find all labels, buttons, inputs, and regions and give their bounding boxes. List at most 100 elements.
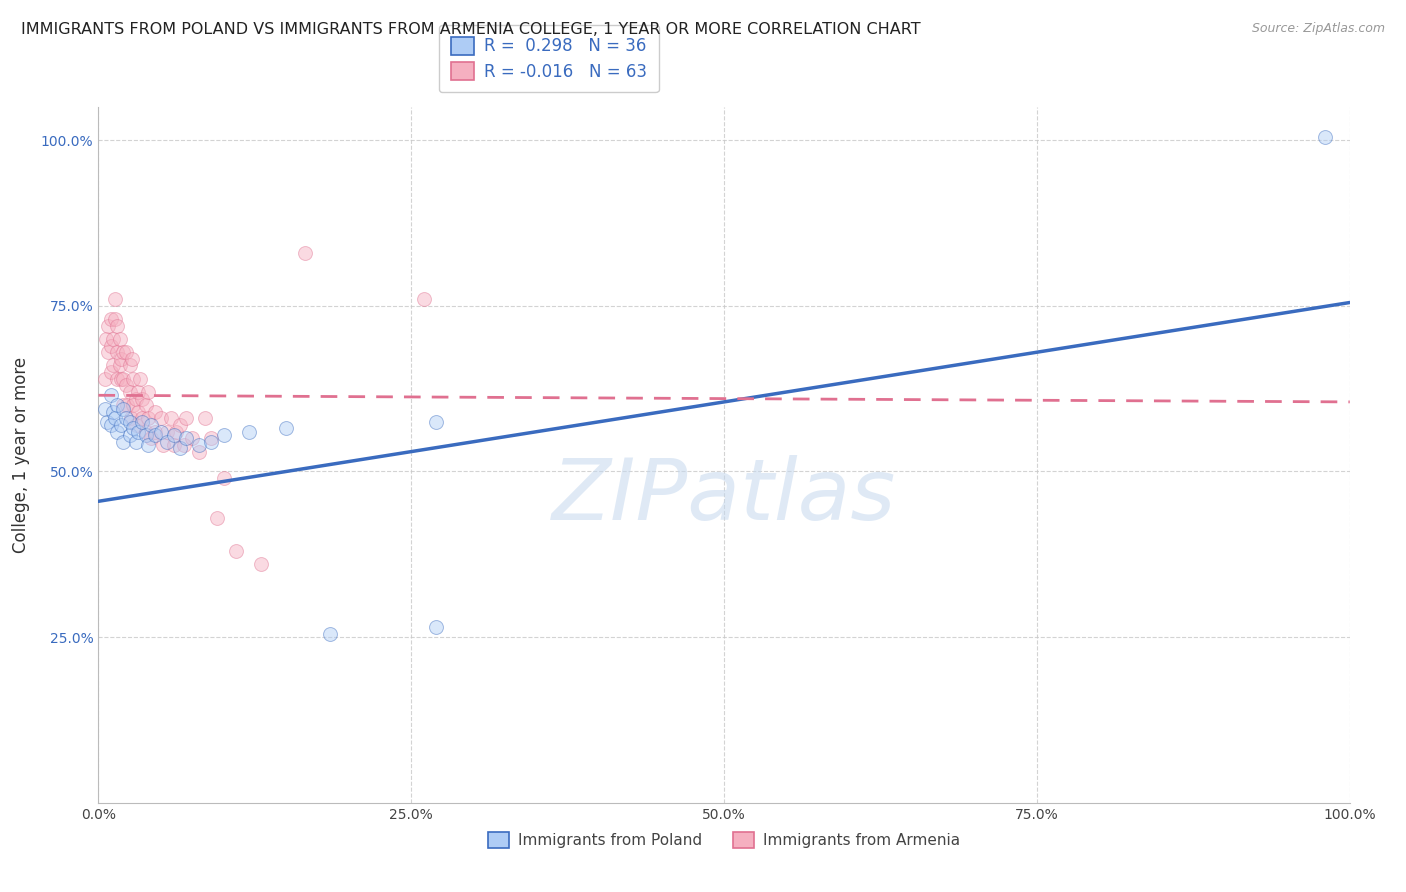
Point (110, 351, 132, 366)
Point (160, 411, 183, 425)
Point (135, 428, 157, 442)
Point (187, 444, 209, 458)
Point (156, 434, 179, 449)
Point (225, 544, 247, 558)
Point (105, 318, 128, 333)
Point (138, 411, 160, 425)
Point (139, 431, 162, 445)
Point (174, 411, 197, 425)
Point (169, 418, 191, 433)
Point (138, 438, 160, 452)
Point (112, 401, 135, 416)
Point (96, 415, 118, 429)
Point (104, 292, 127, 306)
Point (118, 359, 141, 373)
Point (100, 338, 122, 352)
Point (118, 415, 141, 429)
Point (93, 401, 115, 416)
Point (165, 425, 187, 439)
Point (100, 312, 122, 326)
Point (122, 421, 145, 435)
Point (112, 372, 135, 386)
Point (131, 415, 153, 429)
Point (118, 428, 141, 442)
Point (112, 434, 135, 449)
Text: IMMIGRANTS FROM POLAND VS IMMIGRANTS FROM ARMENIA COLLEGE, 1 YEAR OR MORE CORREL: IMMIGRANTS FROM POLAND VS IMMIGRANTS FRO… (21, 22, 921, 37)
Point (110, 372, 132, 386)
Point (181, 431, 204, 445)
Point (94, 332, 117, 346)
Point (135, 398, 157, 412)
Point (122, 372, 145, 386)
Point (104, 312, 127, 326)
Point (162, 428, 184, 442)
Y-axis label: College, 1 year or more: College, 1 year or more (11, 357, 30, 553)
Text: ZIPatlas: ZIPatlas (553, 455, 896, 538)
Point (100, 365, 122, 379)
Text: Source: ZipAtlas.com: Source: ZipAtlas.com (1251, 22, 1385, 36)
Point (115, 345, 138, 359)
Point (319, 627, 342, 641)
Point (274, 421, 298, 435)
Point (112, 345, 135, 359)
Point (212, 471, 235, 485)
Point (105, 372, 128, 386)
Point (250, 558, 273, 572)
Point (138, 384, 160, 399)
Point (121, 351, 143, 366)
Point (173, 438, 195, 452)
Point (105, 425, 128, 439)
Point (412, 292, 434, 306)
Point (194, 411, 217, 425)
Point (187, 438, 209, 452)
Point (108, 332, 131, 346)
Point (105, 345, 128, 359)
Point (118, 384, 141, 399)
Point (1313, 129, 1336, 144)
Point (93, 372, 115, 386)
Point (131, 392, 153, 406)
Point (125, 418, 148, 433)
Point (122, 398, 145, 412)
Point (143, 428, 166, 442)
Point (104, 411, 127, 425)
Point (125, 392, 148, 406)
Point (174, 431, 197, 445)
Point (143, 405, 166, 419)
Point (135, 425, 157, 439)
Point (150, 425, 173, 439)
Point (110, 418, 132, 433)
Point (103, 359, 125, 373)
Point (125, 434, 148, 449)
Point (156, 425, 179, 439)
Point (200, 431, 222, 445)
Point (294, 245, 316, 260)
Point (143, 425, 166, 439)
Point (112, 398, 135, 412)
Point (127, 405, 149, 419)
Point (131, 411, 153, 425)
Point (103, 332, 125, 346)
Point (115, 398, 138, 412)
Point (162, 438, 184, 452)
Point (115, 378, 138, 392)
Point (128, 372, 150, 386)
Point (152, 438, 174, 452)
Point (103, 405, 125, 419)
Point (97, 318, 120, 333)
Point (97, 345, 120, 359)
Point (238, 425, 260, 439)
Point (120, 411, 142, 425)
Point (150, 411, 173, 425)
Point (139, 418, 162, 433)
Point (200, 434, 222, 449)
Point (425, 415, 447, 429)
Point (108, 359, 131, 373)
Point (100, 418, 122, 433)
Point (207, 511, 229, 525)
Point (212, 428, 235, 442)
Point (115, 411, 138, 425)
Point (127, 384, 149, 399)
Legend: Immigrants from Poland, Immigrants from Armenia: Immigrants from Poland, Immigrants from … (481, 825, 967, 855)
Point (105, 398, 128, 412)
